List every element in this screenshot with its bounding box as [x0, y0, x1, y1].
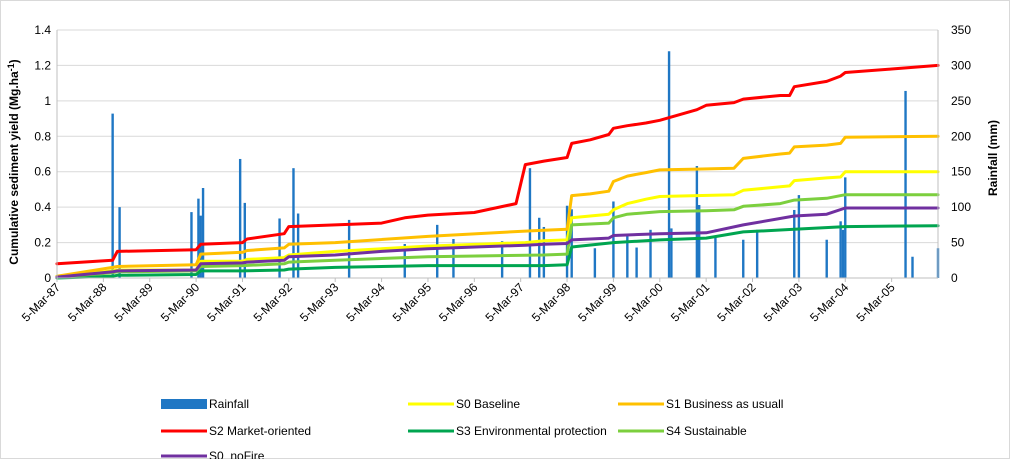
- y2-tick-label: 250: [951, 94, 971, 108]
- rainfall-bar: [612, 201, 615, 278]
- y-tick-label: 1.2: [34, 58, 51, 72]
- series-lines: [55, 63, 940, 280]
- y-tick-label: 0.2: [34, 236, 51, 250]
- legend-label: S4 Sustainable: [666, 424, 747, 438]
- rainfall-bar: [793, 209, 796, 278]
- series-line-1: [55, 170, 940, 278]
- rainfall-bar: [635, 247, 638, 278]
- rainfall-bar: [190, 212, 193, 278]
- rainfall-bar: [904, 90, 907, 279]
- rainfall-bar: [201, 188, 205, 278]
- rainfall-bar: [841, 229, 845, 278]
- legend-label: S0_noFire: [209, 449, 265, 459]
- legend-label: S0 Baseline: [456, 397, 520, 411]
- y-tick-label: 0.4: [34, 200, 51, 214]
- legend: Rainfall S0 Baseline S1 Business as usuall…: [161, 397, 783, 459]
- rainfall-bar: [670, 228, 673, 278]
- legend-label: Rainfall: [209, 397, 249, 411]
- series-line-6: [55, 206, 940, 279]
- rainfall-bar: [436, 224, 439, 278]
- legend-label: S1 Business as usuall: [666, 397, 783, 411]
- rainfall-bar: [538, 217, 541, 278]
- rainfall-bar: [296, 213, 300, 278]
- rainfall-bar: [111, 113, 114, 279]
- rainfall-bar: [542, 226, 546, 278]
- y-tick-label: 0.6: [34, 165, 51, 179]
- series-line-4: [55, 224, 940, 280]
- rainfall-bar: [197, 198, 200, 278]
- rainfall-bar: [238, 158, 242, 278]
- rainfall-bar: [742, 239, 745, 278]
- y2-tick-label: 350: [951, 23, 971, 37]
- rainfall-bar: [649, 229, 652, 278]
- rainfall-bar: [667, 51, 671, 278]
- y2-tick-labels: 0 50 100 150 200 250 300 350: [951, 23, 971, 285]
- rainfall-bar: [528, 168, 532, 278]
- rainfall-bar: [695, 166, 699, 278]
- rainfall-bar: [593, 248, 597, 278]
- rainfall-bar: [347, 219, 351, 278]
- rainfall-bar: [292, 168, 295, 278]
- series-line-3: [55, 63, 940, 266]
- legend-label: S2 Market-oriented: [209, 424, 311, 438]
- rainfall-bar: [911, 256, 914, 278]
- rainfall-bar: [570, 209, 573, 278]
- y-axis-title: Cumulative sediment yield (Mg.ha-1): [6, 59, 21, 264]
- axes: [56, 30, 939, 279]
- y2-tick-label: 50: [951, 236, 965, 250]
- rainfall-bar: [403, 243, 406, 278]
- rainfall-bar: [626, 235, 629, 278]
- legend-swatch-rainfall: [161, 399, 207, 409]
- y-tick-labels: 0 0.2 0.4 0.6 0.8 1 1.2 1.4: [34, 23, 51, 285]
- y-tick-label: 1.4: [34, 23, 51, 37]
- rainfall-bar: [199, 215, 202, 278]
- legend-label: S3 Environmental protection: [456, 424, 607, 438]
- y2-tick-label: 300: [951, 58, 971, 72]
- y2-tick-label: 100: [951, 200, 971, 214]
- rainfall-bar: [714, 237, 717, 278]
- y2-tick-label: 150: [951, 165, 971, 179]
- series-line-2: [55, 134, 940, 278]
- rainfall-bar: [118, 207, 121, 278]
- y2-tick-label: 200: [951, 129, 971, 143]
- y-tick-label: 0: [44, 271, 51, 285]
- y2-tick-label: 0: [951, 271, 958, 285]
- rainfall-bar: [452, 239, 455, 278]
- y-tick-label: 0.8: [34, 129, 51, 143]
- rainfall-bar: [755, 229, 759, 278]
- series-line-5: [55, 193, 940, 279]
- rainfall-bar: [797, 195, 801, 278]
- rainfall-bar: [500, 241, 504, 278]
- rainfall-bar: [698, 205, 701, 278]
- rainfall-bar: [825, 239, 828, 278]
- rainfall-bar: [839, 221, 842, 278]
- y-tick-label: 1: [44, 94, 51, 108]
- y2-axis-title: Rainfall (mm): [986, 120, 1000, 196]
